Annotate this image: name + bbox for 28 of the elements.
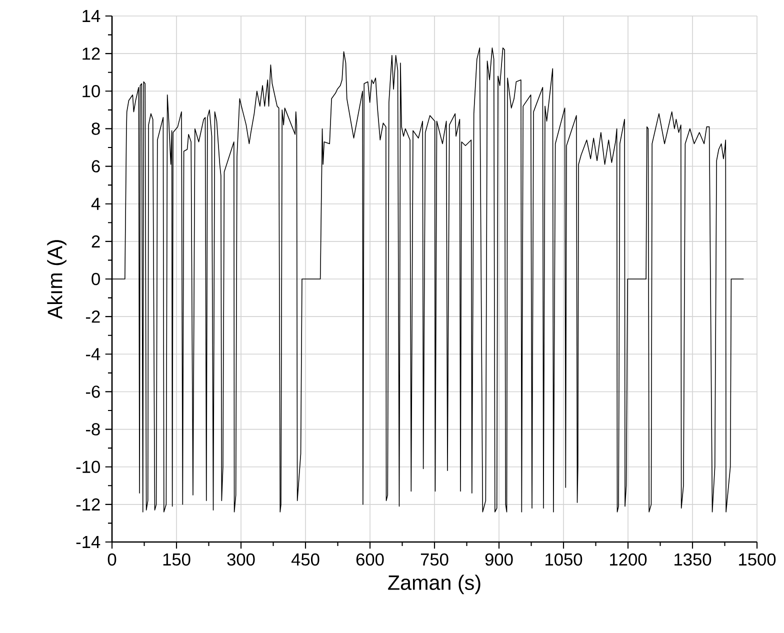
x-tick-label: 450 <box>291 553 320 566</box>
x-tick-label: 300 <box>227 553 255 566</box>
x-tick-label: 600 <box>356 553 384 566</box>
y-tick-label: 12 <box>82 48 100 60</box>
y-tick-label: -6 <box>86 386 100 398</box>
x-axis-title: Zaman (s) <box>388 574 480 594</box>
y-tick-label: 2 <box>92 235 100 248</box>
x-tick-label: 1500 <box>739 553 776 566</box>
y-tick-label: -2 <box>86 310 100 323</box>
y-tick-label: 4 <box>91 198 100 210</box>
y-tick-label: -14 <box>76 536 100 548</box>
x-tick-label: 1350 <box>674 553 712 566</box>
y-tick-label: -4 <box>86 348 100 360</box>
x-tick-label: 900 <box>485 553 513 566</box>
y-axis-title: Akım (A) <box>47 240 66 320</box>
y-tick-label: 8 <box>92 122 100 135</box>
y-tick-label: 10 <box>82 85 100 98</box>
x-tick-label: 750 <box>420 553 448 566</box>
y-tick-label: 14 <box>82 10 100 22</box>
y-tick-label: 0 <box>92 272 100 286</box>
x-tick-label: 1200 <box>610 553 647 566</box>
x-tick-label: 150 <box>163 553 190 566</box>
x-tick-label: 0 <box>108 553 116 566</box>
y-tick-label: 6 <box>92 160 100 172</box>
y-tick-label: -12 <box>76 498 100 510</box>
y-tick-label: -8 <box>86 423 100 436</box>
x-tick-label: 1050 <box>546 553 582 566</box>
y-tick-label: -10 <box>76 460 100 473</box>
